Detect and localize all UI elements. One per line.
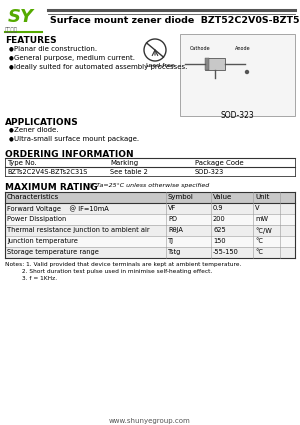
Bar <box>5 203 295 214</box>
Text: APPLICATIONS: APPLICATIONS <box>5 118 79 127</box>
Bar <box>205 58 225 70</box>
Text: @ Ta=25°C unless otherwise specified: @ Ta=25°C unless otherwise specified <box>88 183 209 188</box>
Text: MAXIMUM RATING: MAXIMUM RATING <box>5 183 98 192</box>
Text: Cathode: Cathode <box>190 46 211 51</box>
Text: Value: Value <box>213 194 232 200</box>
Bar <box>5 192 295 203</box>
Text: Unit: Unit <box>255 194 269 200</box>
Text: Marking: Marking <box>110 160 138 166</box>
Text: 625: 625 <box>213 227 226 233</box>
Text: Ideally suited for automated assembly processes.: Ideally suited for automated assembly pr… <box>14 64 187 70</box>
Text: mW: mW <box>255 216 268 222</box>
Text: V: V <box>255 205 260 211</box>
Text: °C: °C <box>255 249 263 255</box>
Text: ●: ● <box>9 46 14 51</box>
Text: ●: ● <box>9 55 14 60</box>
Text: PD: PD <box>168 216 177 222</box>
Text: ORDERING INFORMATION: ORDERING INFORMATION <box>5 150 134 159</box>
Text: Tstg: Tstg <box>168 249 182 255</box>
Bar <box>180 34 295 116</box>
Text: Ultra-small surface mount package.: Ultra-small surface mount package. <box>14 136 139 142</box>
Bar <box>5 247 295 258</box>
Text: Package Code: Package Code <box>195 160 244 166</box>
Text: Notes: 1. Valid provided that device terminals are kept at ambient temperature.: Notes: 1. Valid provided that device ter… <box>5 262 242 267</box>
Text: 3. f = 1KHz.: 3. f = 1KHz. <box>5 276 57 281</box>
Text: Symbol: Symbol <box>168 194 194 200</box>
Text: °C/W: °C/W <box>255 227 272 234</box>
Text: Planar die construction.: Planar die construction. <box>14 46 97 52</box>
Text: RθJA: RθJA <box>168 227 183 233</box>
Text: SY: SY <box>8 8 34 26</box>
Text: 0.9: 0.9 <box>213 205 224 211</box>
Text: 150: 150 <box>213 238 226 244</box>
Circle shape <box>245 71 248 74</box>
Text: 200: 200 <box>213 216 226 222</box>
Text: TJ: TJ <box>168 238 174 244</box>
Text: General purpose, medium current.: General purpose, medium current. <box>14 55 135 61</box>
Text: ●: ● <box>9 127 14 132</box>
Text: ●: ● <box>9 64 14 69</box>
Text: FEATURES: FEATURES <box>5 36 57 45</box>
Text: 顺昇电子: 顺昇电子 <box>5 27 18 33</box>
Text: VF: VF <box>168 205 176 211</box>
Text: Characteristics: Characteristics <box>7 194 59 200</box>
Text: Storage temperature range: Storage temperature range <box>7 249 99 255</box>
Bar <box>205 58 209 70</box>
Text: Lead-free: Lead-free <box>145 63 175 68</box>
Text: SOD-323: SOD-323 <box>220 111 254 120</box>
Text: Junction temperature: Junction temperature <box>7 238 78 244</box>
Bar <box>5 214 295 225</box>
Text: Anode: Anode <box>235 46 250 51</box>
Text: See table 2: See table 2 <box>110 169 148 175</box>
Bar <box>5 236 295 247</box>
Text: www.shunyegroup.com: www.shunyegroup.com <box>109 418 191 424</box>
Text: Zener diode.: Zener diode. <box>14 127 59 133</box>
Text: BZTs2C2V4S-BZTs2C31S: BZTs2C2V4S-BZTs2C31S <box>7 169 87 175</box>
Text: Forward Voltage    @ IF=10mA: Forward Voltage @ IF=10mA <box>7 205 109 212</box>
Text: ●: ● <box>9 136 14 141</box>
Text: 2. Short duration test pulse used in minimise self-heating effect.: 2. Short duration test pulse used in min… <box>5 269 212 274</box>
Text: -55-150: -55-150 <box>213 249 239 255</box>
Text: °C: °C <box>255 238 263 244</box>
Text: Thermal resistance junction to ambient air: Thermal resistance junction to ambient a… <box>7 227 150 233</box>
Text: Surface mount zener diode  BZT52C2V0S-BZT52C39S: Surface mount zener diode BZT52C2V0S-BZT… <box>50 16 300 25</box>
Bar <box>5 225 295 236</box>
Text: Type No.: Type No. <box>7 160 37 166</box>
Text: SOD-323: SOD-323 <box>195 169 224 175</box>
Text: Power Dissipation: Power Dissipation <box>7 216 66 222</box>
